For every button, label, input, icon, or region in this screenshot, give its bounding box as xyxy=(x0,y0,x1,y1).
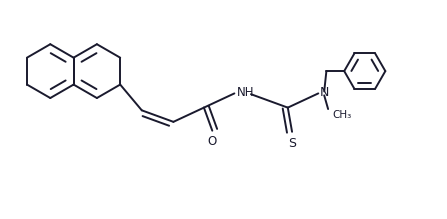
Text: CH₃: CH₃ xyxy=(332,110,351,120)
Text: NH: NH xyxy=(237,86,255,99)
Text: N: N xyxy=(320,86,329,99)
Text: S: S xyxy=(288,137,296,150)
Text: O: O xyxy=(208,135,217,148)
